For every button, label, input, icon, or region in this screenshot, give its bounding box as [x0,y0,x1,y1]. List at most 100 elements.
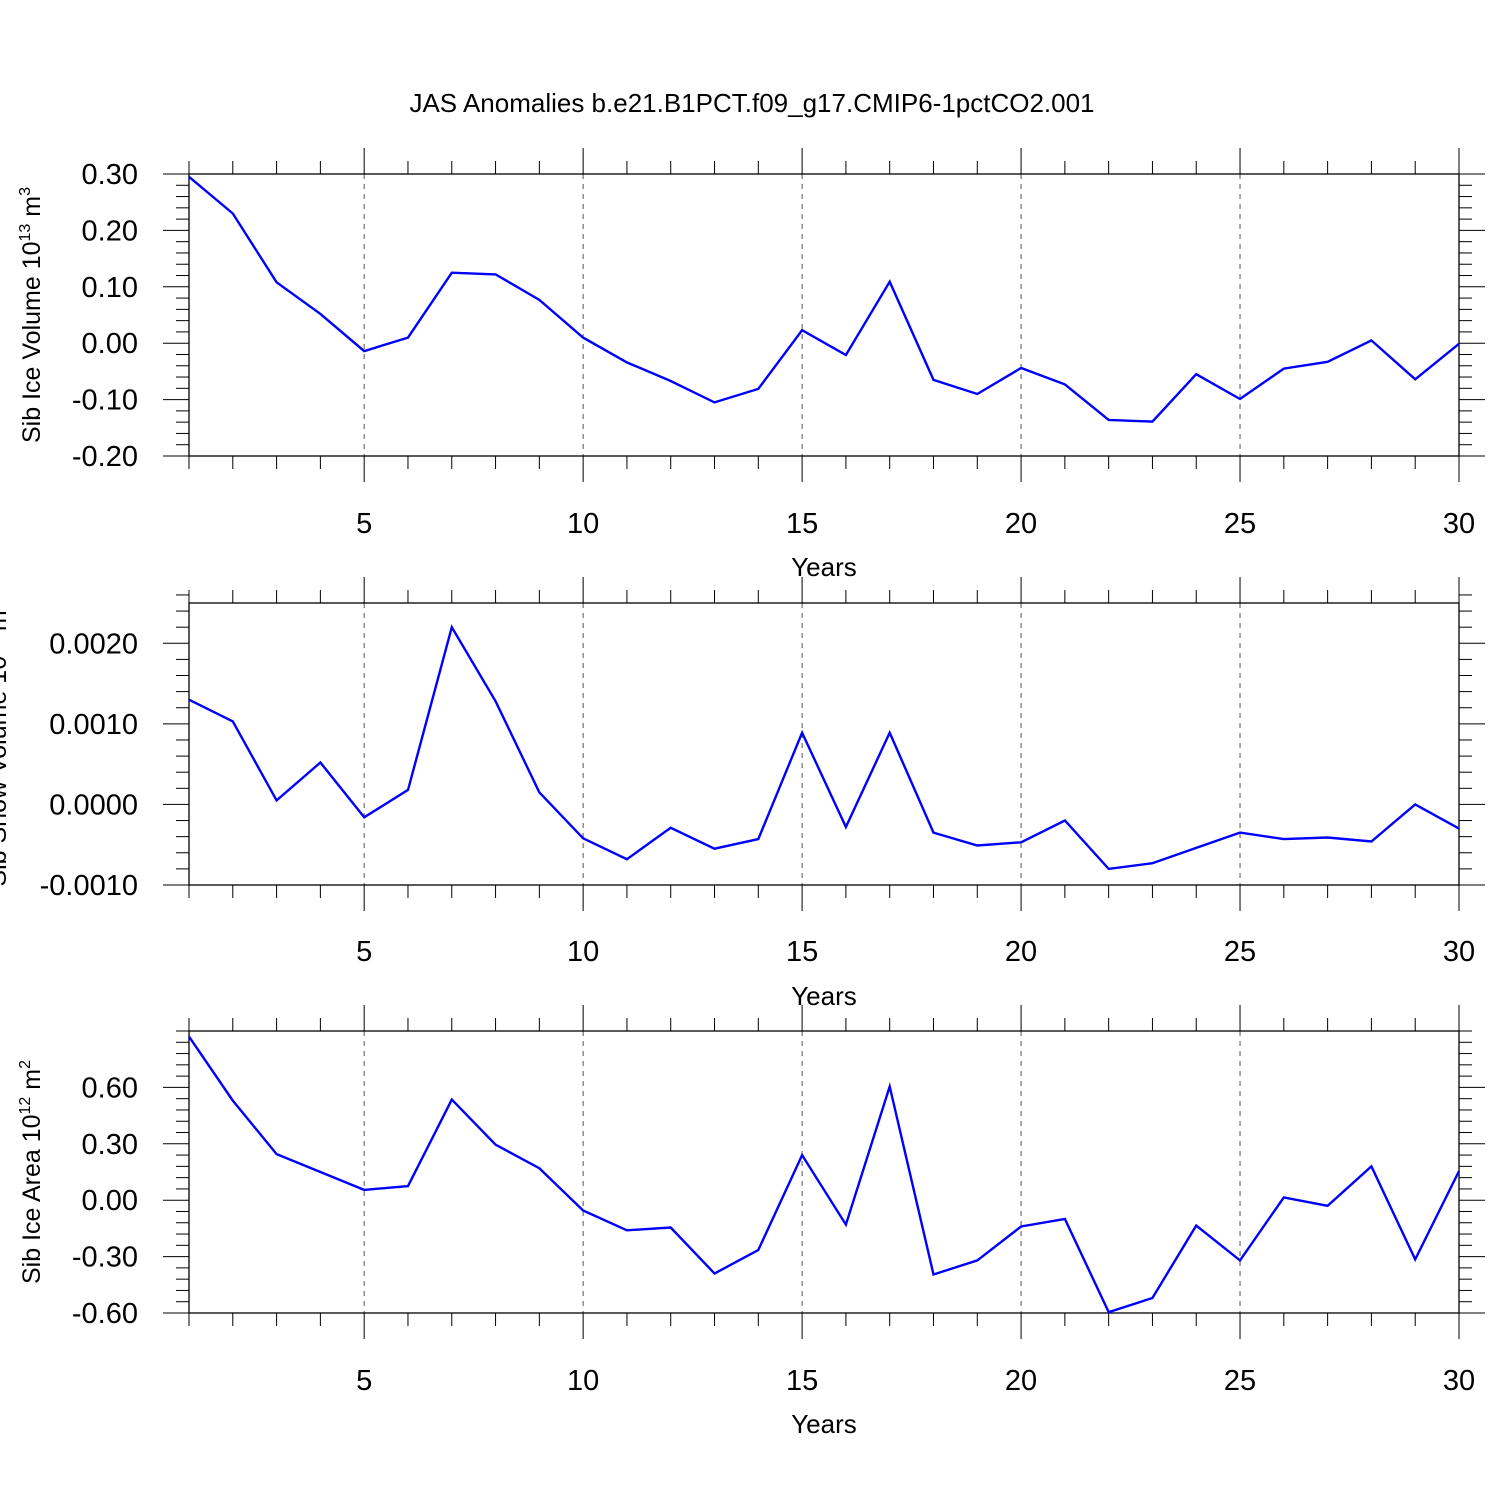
data-point [319,1171,321,1173]
x-tick-label: 15 [786,508,818,540]
data-point [319,313,321,315]
x-tick-label: 30 [1443,508,1475,540]
data-point [845,1224,847,1226]
data-point [1064,1218,1066,1220]
data-point [801,1154,803,1156]
data-point [1370,840,1372,842]
data-point [188,176,190,178]
x-axis-label: Years [791,552,857,582]
data-point [1064,383,1066,385]
x-tick-label: 10 [567,508,599,540]
y-tick-label: -0.30 [72,1242,138,1274]
data-point [1414,1258,1416,1260]
data-point [1151,862,1153,864]
y-tick-label: 0.0010 [49,709,138,741]
y-tick-label: 0.20 [82,215,138,247]
x-tick-label: 15 [786,936,818,968]
series-line [188,624,1460,871]
x-tick-label: 10 [567,936,599,968]
data-point [626,858,628,860]
data-point [932,832,934,834]
data-point [1064,820,1066,822]
x-tick-label: 25 [1224,936,1256,968]
data-point [1020,1226,1022,1228]
data-point [714,848,716,850]
y-tick-label: 0.0020 [49,628,138,660]
data-point [1458,343,1460,345]
x-tick-label: 30 [1443,936,1475,968]
y-tick-label: -0.10 [72,385,138,417]
data-point [1239,832,1241,834]
data-point [407,1185,409,1187]
x-axis-label: Years [791,981,857,1011]
y-tick-label: 0.10 [82,272,138,304]
data-point [319,762,321,764]
data-point [670,827,672,829]
data-point [801,732,803,734]
data-point [1370,1165,1372,1167]
data-point [538,299,540,301]
plot-frame [188,602,1460,886]
data-point [714,401,716,403]
data-point [1239,1259,1241,1261]
data-point [1195,373,1197,375]
y-axis-label: Sib Ice Volume 1013 m3 [17,187,46,443]
data-point [407,789,409,791]
y-axis-label: Sib Snow Volume 1013 m3 [0,601,12,886]
data-point [976,1259,978,1261]
data-point [889,732,891,734]
data-point [363,816,365,818]
data-point [1195,847,1197,849]
data-point [932,379,934,381]
x-tick-label: 5 [356,936,372,968]
data-point [538,791,540,793]
data-point [582,337,584,339]
y-tick-label: 0.60 [82,1072,138,1104]
data-point [845,826,847,828]
x-tick-label: 10 [567,1365,599,1397]
x-tick-label: 25 [1224,508,1256,540]
data-point [451,1099,453,1101]
data-point [363,350,365,352]
data-point [714,1273,716,1275]
data-point [626,1229,628,1231]
data-point [845,354,847,356]
data-point [1414,378,1416,380]
data-point [495,1144,497,1146]
data-point [1108,419,1110,421]
data-point [670,380,672,382]
data-point [232,1100,234,1102]
data-point [495,700,497,702]
series-line [188,175,1460,423]
y-tick-label: 0.00 [82,1185,138,1217]
data-point [757,838,759,840]
series-line [188,1035,1461,1314]
data-point [1020,841,1022,843]
data-point [1283,838,1285,840]
data-point [582,1210,584,1212]
data-point [276,799,278,801]
data-point [757,1249,759,1251]
data-point [1151,421,1153,423]
data-point [932,1273,934,1275]
y-tick-label: 0.0000 [49,789,138,821]
data-point [232,212,234,214]
y-tick-label: 0.30 [82,159,138,191]
data-point [889,1085,891,1087]
data-point [976,393,978,395]
x-axis-label: Years [791,1409,857,1439]
data-point [1327,361,1329,363]
data-point [232,720,234,722]
data-point [757,388,759,390]
data-point [1020,367,1022,369]
data-point [1327,836,1329,838]
data-point [188,699,190,701]
x-tick-label: 5 [356,1365,372,1397]
panel-2: -0.0010 0.0000 0.0010 0.0020 5 10 15 20 25 30 Year… [0,577,1485,1011]
data-point [276,281,278,283]
x-tick-label: 30 [1443,1365,1475,1397]
data-point [495,273,497,275]
data-point [1283,1196,1285,1198]
x-tick-label: 25 [1224,1365,1256,1397]
data-point [1414,803,1416,805]
